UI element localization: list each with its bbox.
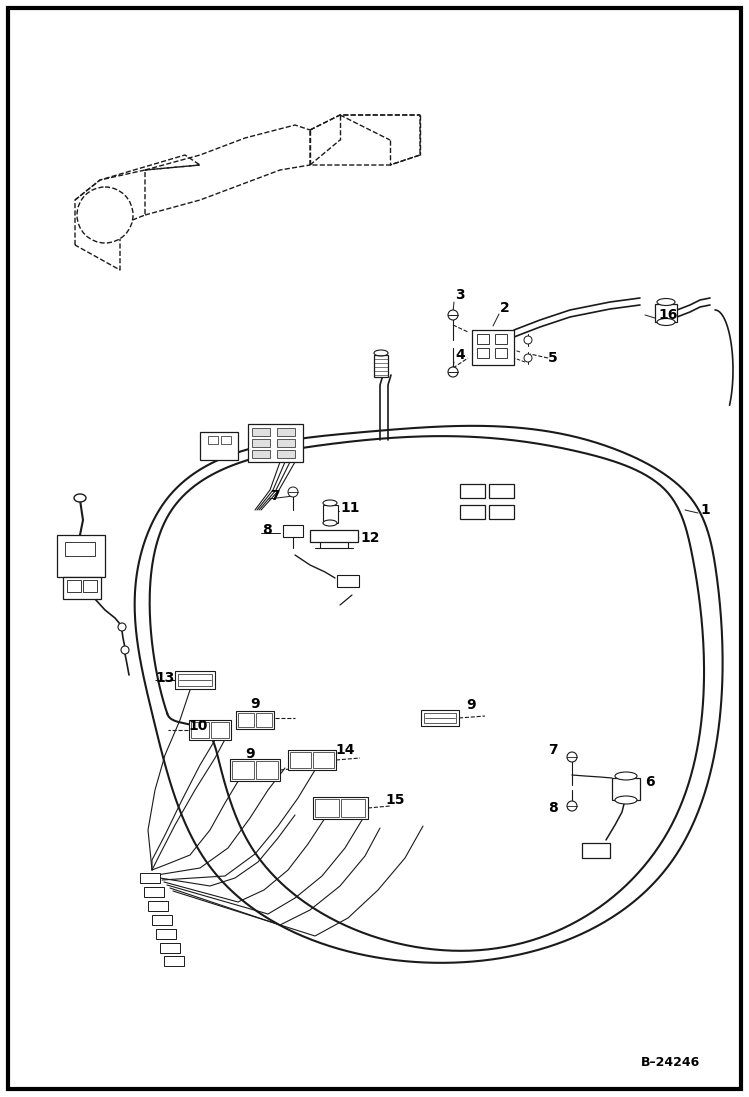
Text: 9: 9 (245, 747, 255, 761)
Bar (313, 798, 368, 819)
Bar (238, 713, 254, 727)
Text: 7: 7 (548, 743, 557, 757)
Bar (144, 887, 164, 897)
Circle shape (288, 487, 298, 497)
Ellipse shape (323, 500, 337, 506)
Circle shape (448, 367, 458, 377)
Text: B–24246: B–24246 (640, 1055, 700, 1068)
Bar (57, 535, 105, 577)
Bar (256, 761, 278, 779)
Text: 14: 14 (335, 743, 354, 757)
Circle shape (118, 623, 126, 631)
Ellipse shape (615, 796, 637, 804)
Bar (495, 333, 507, 344)
Bar (288, 750, 336, 770)
Text: 10: 10 (188, 719, 207, 733)
Circle shape (77, 186, 133, 244)
Text: 16: 16 (658, 308, 677, 323)
Bar (252, 439, 270, 446)
Text: 6: 6 (645, 774, 655, 789)
Bar (477, 348, 489, 358)
Bar (374, 355, 388, 377)
Ellipse shape (374, 350, 388, 357)
Bar (221, 436, 231, 444)
Bar (148, 901, 168, 911)
Bar (160, 943, 180, 953)
Bar (191, 722, 209, 738)
Bar (156, 929, 176, 939)
Ellipse shape (74, 494, 86, 502)
Bar (277, 439, 295, 446)
Bar (283, 525, 303, 538)
Bar (424, 713, 456, 723)
Bar (313, 753, 334, 768)
Bar (337, 575, 359, 587)
Bar (140, 873, 160, 883)
Bar (65, 542, 95, 556)
Text: 9: 9 (250, 697, 260, 711)
Bar (489, 505, 514, 519)
Ellipse shape (323, 520, 337, 525)
Circle shape (524, 336, 532, 344)
Bar (175, 671, 215, 689)
Text: 8: 8 (262, 523, 272, 538)
Ellipse shape (657, 318, 675, 326)
Ellipse shape (657, 298, 675, 305)
Bar (252, 428, 270, 436)
Bar (211, 722, 229, 738)
Circle shape (567, 753, 577, 762)
Bar (208, 436, 218, 444)
Bar (421, 710, 459, 726)
Text: 15: 15 (385, 793, 404, 807)
Bar (256, 713, 272, 727)
Bar (460, 484, 485, 498)
Bar (655, 304, 677, 323)
Text: 4: 4 (455, 348, 464, 362)
Bar (152, 915, 172, 925)
Bar (277, 428, 295, 436)
Bar (232, 761, 254, 779)
Bar (612, 778, 640, 800)
Text: 13: 13 (155, 671, 175, 685)
Text: 7: 7 (270, 489, 279, 504)
Bar (200, 432, 238, 460)
Bar (63, 577, 101, 599)
Bar (83, 580, 97, 592)
Bar (236, 711, 274, 730)
Bar (277, 450, 295, 459)
Bar (341, 799, 365, 817)
Bar (67, 580, 81, 592)
Text: 12: 12 (360, 531, 380, 545)
Bar (315, 799, 339, 817)
Circle shape (448, 310, 458, 320)
Bar (230, 759, 280, 781)
Text: 2: 2 (500, 301, 510, 315)
Circle shape (121, 646, 129, 654)
Bar (248, 425, 303, 462)
Circle shape (524, 354, 532, 362)
Bar (489, 484, 514, 498)
Bar (477, 333, 489, 344)
Text: 3: 3 (455, 289, 464, 302)
Bar (310, 530, 358, 542)
Bar (472, 330, 514, 365)
Bar (495, 348, 507, 358)
Bar (323, 505, 338, 523)
Text: 9: 9 (466, 698, 476, 712)
Bar (164, 955, 184, 966)
Circle shape (567, 801, 577, 811)
Text: 5: 5 (548, 351, 558, 365)
Text: 8: 8 (548, 801, 558, 815)
Bar (189, 720, 231, 740)
Bar (582, 842, 610, 858)
Bar (252, 450, 270, 459)
Text: 1: 1 (700, 504, 710, 517)
Text: 11: 11 (340, 501, 360, 514)
Bar (290, 753, 311, 768)
Bar (178, 674, 212, 686)
Bar (460, 505, 485, 519)
Ellipse shape (615, 772, 637, 780)
